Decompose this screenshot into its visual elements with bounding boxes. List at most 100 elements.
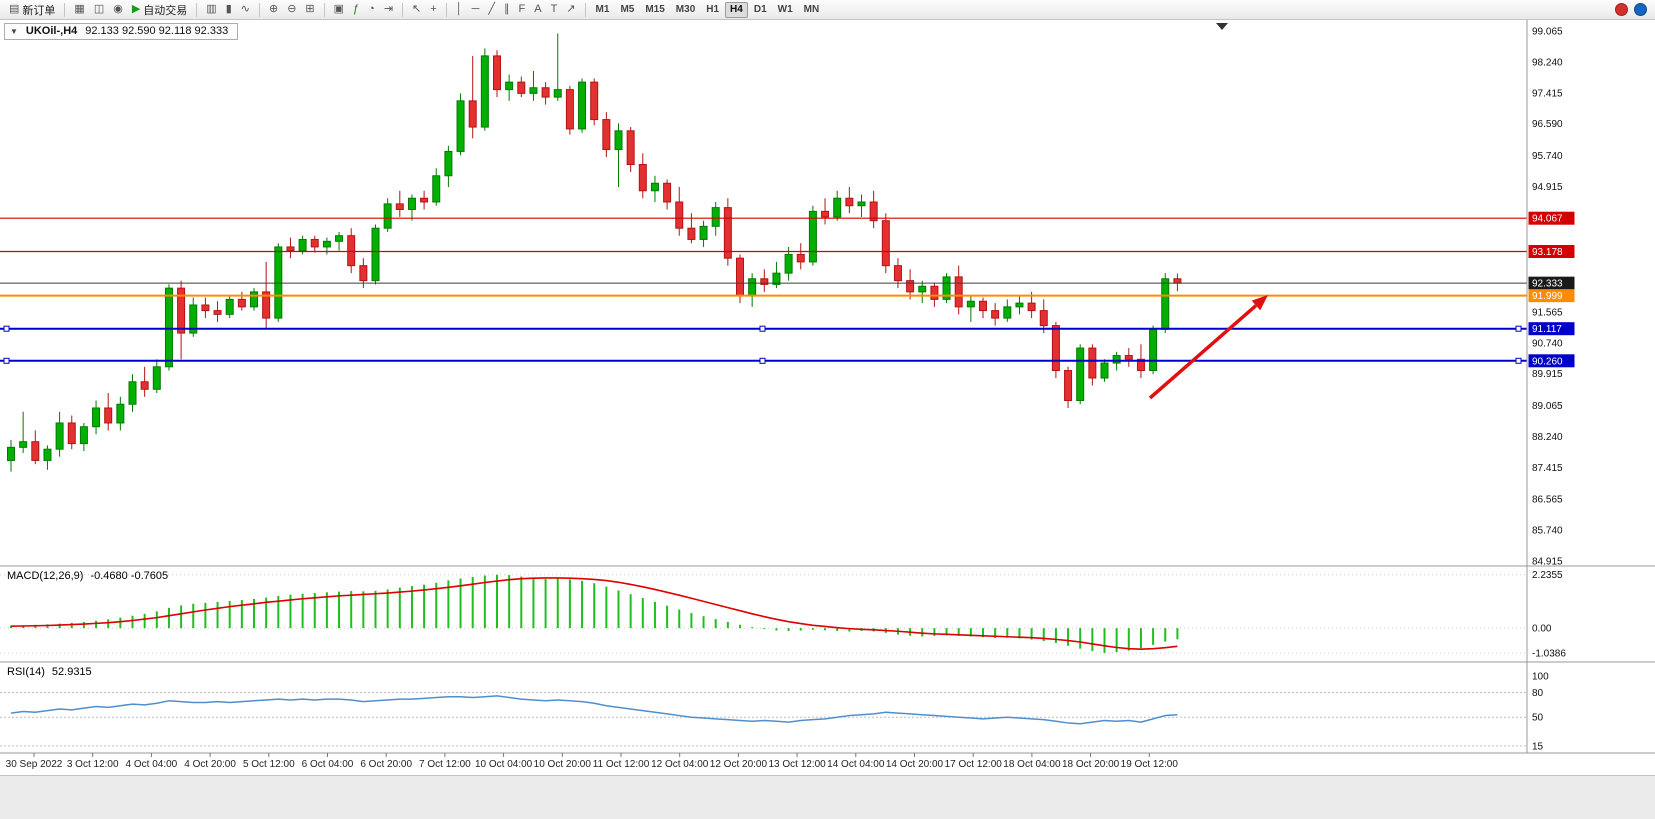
timeframe-d1-button[interactable]: D1: [749, 2, 772, 18]
line-handle[interactable]: [1515, 357, 1522, 364]
profiles-button[interactable]: ◫: [90, 1, 108, 18]
timeframe-w1-button[interactable]: W1: [773, 2, 798, 18]
fibonacci-button[interactable]: F: [515, 1, 530, 18]
price-tag: [1528, 322, 1575, 336]
line-handle[interactable]: [1515, 325, 1522, 332]
chart-shift-marker-icon[interactable]: [1216, 23, 1228, 30]
cursor-icon: ↖: [412, 3, 422, 15]
crosshair-button[interactable]: +: [426, 1, 440, 18]
price-tag: [1528, 354, 1575, 368]
text-icon: A: [534, 3, 542, 15]
community-icon[interactable]: [1634, 3, 1647, 16]
timeframe-h4-button[interactable]: H4: [725, 1, 748, 18]
macd-pane: [0, 574, 1527, 654]
price-tag: [1528, 245, 1575, 259]
price-axis[interactable]: 99.065 98.240 97.415 96.590 95.740 94.915 91.5…: [1528, 27, 1575, 568]
bar-chart-button[interactable]: ▥: [202, 1, 220, 18]
line-handle[interactable]: [759, 357, 766, 364]
toolbar-left-group: ▤ 新订单 ▦ ◫ ◉ ▶ 自动交易 ▥ ▮ ∿ ⊕ ⊖ ⊞ ▣ ƒ ◔ ⇥ ↖ + │ ─ ╱ ∥ F A T ↗ M1 M5 M15 M…: [5, 1, 1615, 18]
new-order-button-label: 新订单: [22, 4, 56, 17]
arrows-button[interactable]: ↗: [562, 1, 579, 18]
rsi-pane: [0, 692, 1527, 747]
price-axis-label: 91.565: [1532, 307, 1563, 318]
timeframe-m30-button[interactable]: M30: [671, 2, 700, 18]
news-icon[interactable]: [1615, 3, 1628, 16]
ohlc-readout: 92.133 92.590 92.118 92.333: [85, 25, 229, 37]
auto-trading-button[interactable]: ▶ 自动交易: [128, 1, 191, 18]
price-tag: [1528, 211, 1575, 225]
toolbar-separator: [196, 2, 198, 17]
chart-background: [0, 20, 1655, 775]
price-tag-label: 91.117: [1532, 324, 1562, 335]
text-button[interactable]: A: [530, 1, 545, 18]
auto-trading-icon: ▶: [131, 3, 141, 15]
timeframe-m5-button[interactable]: M5: [615, 2, 639, 18]
rsi-line: [10, 695, 1178, 725]
price-axis-label: 99.065: [1532, 27, 1563, 38]
toolbar-separator: [445, 2, 447, 17]
date-axis-label: 6 Oct 04:00: [302, 759, 354, 770]
periods-icon: ◔: [368, 3, 375, 15]
price-tag: [1528, 289, 1575, 303]
macd-signal-line: [10, 577, 1178, 650]
trendline-button[interactable]: ╱: [484, 1, 499, 18]
timeframe-m1-button[interactable]: M1: [591, 2, 615, 18]
price-axis-label: 96.590: [1532, 119, 1563, 130]
channel-button[interactable]: ∥: [500, 1, 514, 18]
line-handle[interactable]: [3, 325, 10, 332]
date-axis-label: 11 Oct 12:00: [593, 759, 650, 770]
trend-arrow[interactable]: [1148, 295, 1268, 400]
price-axis-label: 90.740: [1532, 338, 1563, 349]
new-order-button[interactable]: ▤ 新订单: [5, 1, 59, 18]
vertical-line-button[interactable]: │: [452, 1, 467, 18]
price-axis-label: 89.065: [1532, 401, 1563, 412]
horizontal-lines[interactable]: [0, 217, 1527, 364]
price-tag-label: 90.260: [1532, 356, 1563, 367]
price-axis-label: 86.565: [1532, 495, 1563, 506]
price-axis-label: 88.240: [1532, 432, 1563, 443]
tile-windows-button[interactable]: ⊞: [301, 1, 318, 18]
timeframe-m15-button[interactable]: M15: [640, 2, 669, 18]
zoom-out-button[interactable]: ⊖: [283, 1, 300, 18]
new-chart-icon: ▦: [74, 3, 85, 15]
line-chart-button[interactable]: ∿: [237, 1, 254, 18]
candlestick-chart-icon: ▮: [225, 3, 232, 15]
price-tag-label: 94.067: [1532, 214, 1563, 225]
periods-button[interactable]: ◔: [364, 1, 379, 18]
alerts-button[interactable]: ◉: [109, 1, 127, 18]
price-tag-label: 92.333: [1532, 279, 1563, 290]
toolbar-separator: [258, 2, 260, 17]
date-axis-label: 10 Oct 04:00: [475, 759, 533, 770]
timeframe-mn-button[interactable]: MN: [799, 2, 825, 18]
date-axis-label: 19 Oct 12:00: [1121, 759, 1179, 770]
date-axis[interactable]: 30 Sep 2022 3 Oct 12:00 4 Oct 04:00 4 Oct 2…: [6, 753, 1179, 770]
timeframe-h1-button[interactable]: H1: [701, 2, 724, 18]
candlestick-chart-button[interactable]: ▮: [222, 1, 236, 18]
chart-window: 99.065 98.240 97.415 96.590 95.740 94.915 91.5…: [0, 20, 1655, 775]
channel-icon: ∥: [504, 3, 510, 15]
price-axis-label: 84.915: [1532, 557, 1563, 568]
line-handle[interactable]: [759, 325, 766, 332]
chart-canvas[interactable]: 99.065 98.240 97.415 96.590 95.740 94.915 91.5…: [0, 20, 1655, 775]
indicator-axis: 2.2355 0.00 -1.0386 100 80 50 15: [1532, 570, 1566, 752]
date-axis-label: 30 Sep 2022: [6, 759, 63, 770]
date-axis-label: 13 Oct 12:00: [768, 759, 826, 770]
price-tag: [1528, 276, 1575, 290]
date-axis-label: 14 Oct 20:00: [886, 759, 944, 770]
horizontal-line-button[interactable]: ─: [468, 1, 484, 18]
trendline-icon: ╱: [488, 3, 495, 15]
label-icon: T: [550, 3, 558, 15]
profiles-icon: ◫: [93, 3, 105, 15]
chart-shift-button[interactable]: ⇥: [380, 1, 397, 18]
macd-axis-label: 0.00: [1532, 624, 1552, 635]
templates-button[interactable]: ▣: [330, 1, 348, 18]
one-click-trading-toggle-icon[interactable]: ▼: [10, 26, 18, 36]
toolbar: ▤ 新订单 ▦ ◫ ◉ ▶ 自动交易 ▥ ▮ ∿ ⊕ ⊖ ⊞ ▣ ƒ ◔ ⇥ ↖ + │ ─ ╱ ∥ F A T ↗ M1 M5 M15 M…: [0, 0, 1655, 20]
label-button[interactable]: T: [547, 1, 562, 18]
indicators-button[interactable]: ƒ: [349, 1, 363, 18]
zoom-in-button[interactable]: ⊕: [265, 1, 282, 18]
date-axis-label: 5 Oct 12:00: [243, 759, 295, 770]
new-chart-button[interactable]: ▦: [70, 1, 88, 18]
line-handle[interactable]: [3, 357, 10, 364]
cursor-button[interactable]: ↖: [408, 1, 425, 18]
